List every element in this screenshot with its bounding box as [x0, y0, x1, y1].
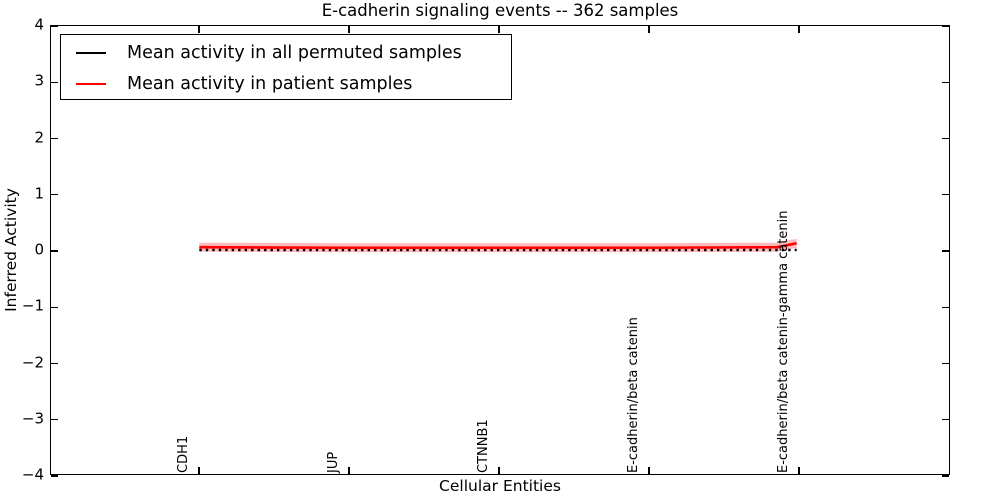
y-tick-label: 2: [34, 128, 44, 147]
y-tick-mark-left: [51, 194, 58, 196]
legend-label-permuted: Mean activity in all permuted samples: [127, 42, 462, 63]
y-tick-mark-left: [51, 25, 58, 27]
patient-line-sample: [76, 82, 106, 85]
x-tick-mark-bottom: [348, 467, 350, 474]
x-entity-label: CTNNB1: [476, 419, 491, 473]
y-tick-mark-right: [942, 137, 949, 140]
x-tick-mark-top: [348, 26, 350, 33]
x-tick-mark-bottom: [498, 467, 500, 474]
x-tick-mark-top: [198, 26, 200, 33]
chart-title: E-cadherin signaling events -- 362 sampl…: [321, 1, 679, 20]
y-tick-label: 0: [34, 240, 44, 259]
x-axis-label: Cellular Entities: [439, 477, 561, 495]
y-tick-mark-right: [942, 194, 949, 196]
patient-series-line: [199, 242, 797, 250]
x-tick-mark-top: [798, 26, 800, 33]
x-entity-label: E-cadherin/beta catenin: [626, 317, 641, 473]
y-tick-label: 3: [34, 71, 44, 90]
y-tick-label: −1: [21, 296, 44, 315]
y-tick-label: 1: [34, 184, 44, 203]
y-tick-mark-right: [942, 419, 949, 421]
y-tick-mark-left: [51, 250, 58, 252]
series-plot: [199, 238, 797, 253]
y-tick-label: −3: [21, 409, 44, 428]
y-tick-mark-right: [942, 306, 949, 308]
x-tick-mark-bottom: [798, 467, 800, 474]
y-tick-mark-left: [51, 419, 58, 421]
x-tick-mark-bottom: [198, 467, 200, 474]
y-tick-mark-right: [942, 25, 949, 27]
y-tick-label: −2: [21, 353, 44, 372]
legend-row-permuted: Mean activity in all permuted samples: [76, 41, 511, 65]
legend-row-patient: Mean activity in patient samples: [76, 72, 511, 96]
x-entity-label: E-cadherin/beta catenin-gamma catenin: [776, 210, 791, 473]
y-tick-mark-left: [51, 81, 58, 83]
y-tick-mark-left: [51, 475, 58, 477]
y-tick-mark-right: [942, 362, 949, 365]
y-tick-mark-right: [942, 250, 949, 252]
x-tick-mark-top: [498, 26, 500, 33]
permuted-line-sample: [76, 51, 106, 54]
y-tick-label: −4: [21, 465, 44, 484]
y-tick-mark-right: [942, 81, 949, 83]
y-tick-mark-right: [942, 475, 949, 477]
y-tick-label: 4: [34, 15, 44, 34]
x-tick-mark-bottom: [648, 467, 650, 474]
y-tick-mark-left: [51, 306, 58, 308]
x-entity-label: CDH1: [176, 435, 191, 473]
plot-area: [50, 25, 950, 477]
legend-label-patient: Mean activity in patient samples: [127, 73, 413, 94]
legend: Mean activity in all permuted samples Me…: [60, 34, 512, 100]
y-tick-mark-left: [51, 137, 58, 140]
y-tick-mark-left: [51, 362, 58, 365]
x-entity-label: JUP: [326, 451, 341, 473]
x-tick-mark-top: [648, 26, 650, 33]
